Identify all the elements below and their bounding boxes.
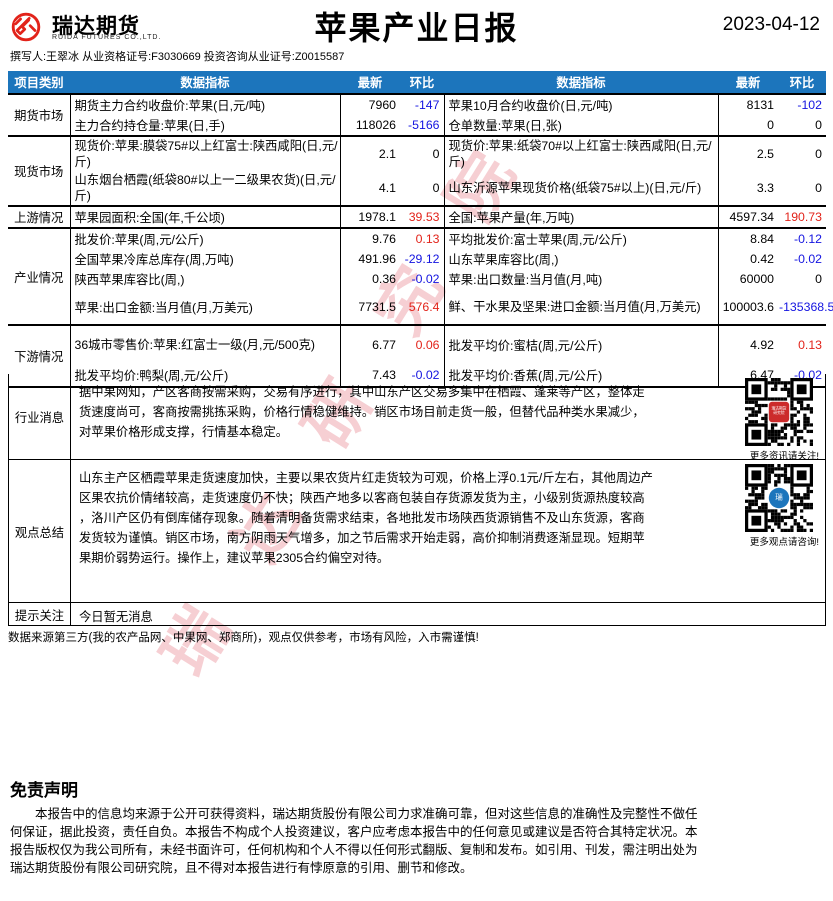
svg-text:瑞: 瑞 (775, 492, 783, 502)
svg-text:研究院: 研究院 (773, 410, 784, 415)
svg-text:瑞达期货: 瑞达期货 (772, 405, 787, 410)
